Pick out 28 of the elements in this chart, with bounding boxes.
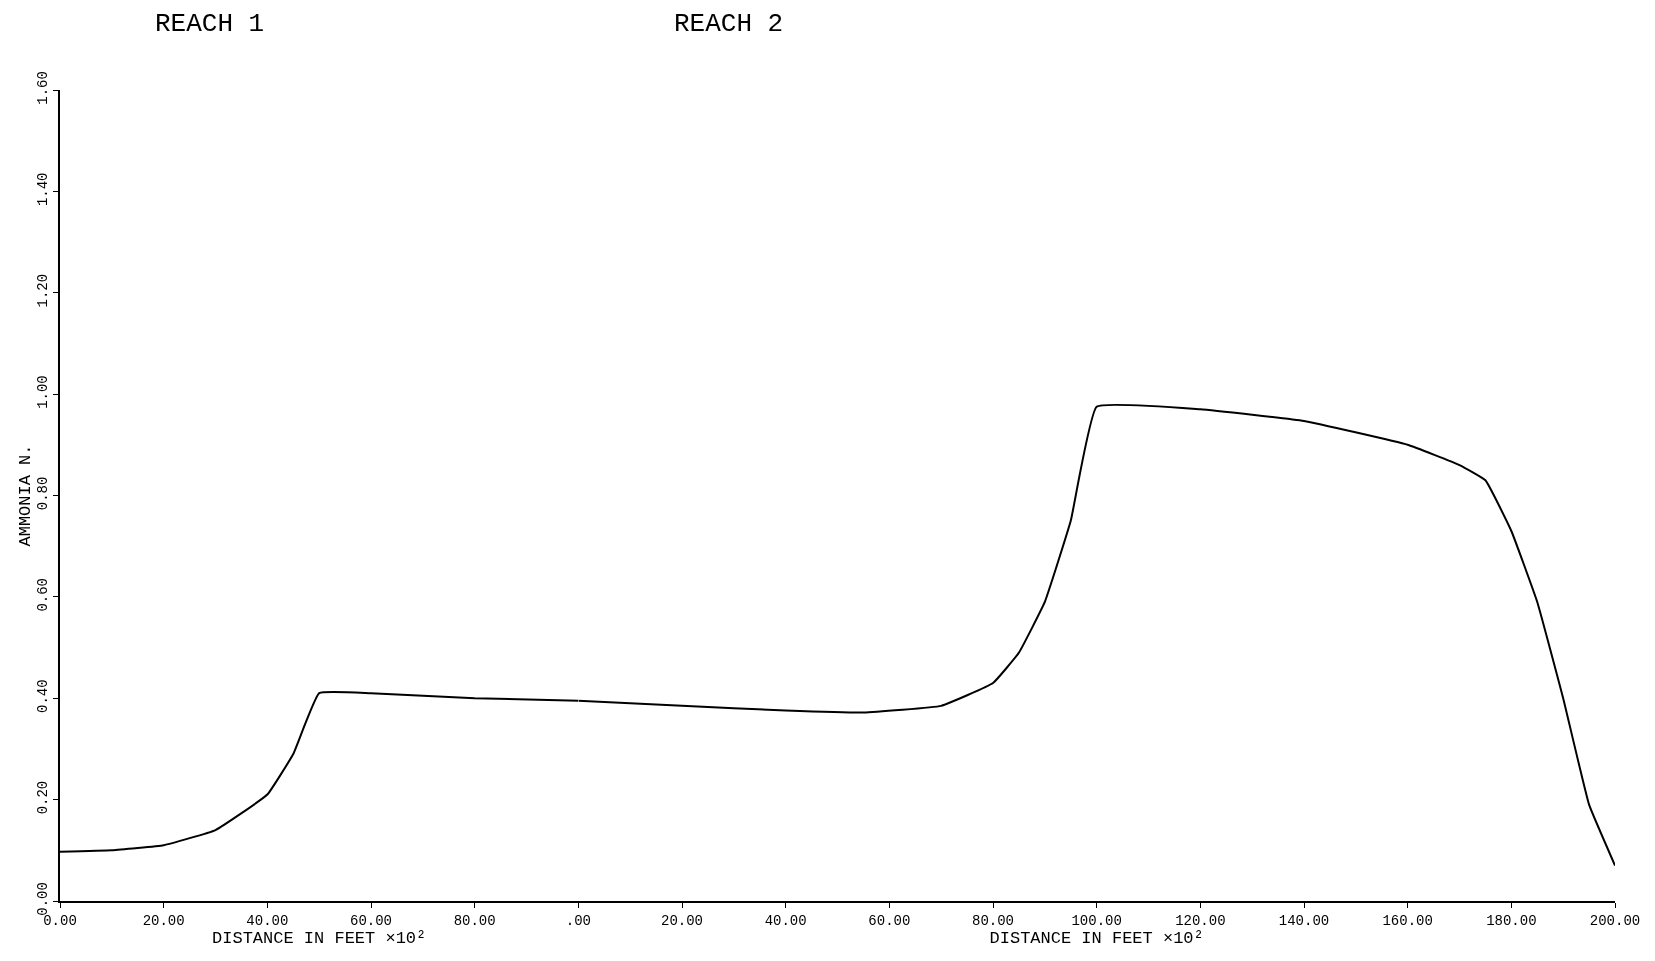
x-tick-label: 20.00 [142, 912, 185, 929]
x-tick-label: 20.00 [661, 912, 704, 929]
x-tick-label: 200.00 [1589, 912, 1641, 929]
x-tick-label: 60.00 [868, 912, 911, 929]
x-tick-label: .00 [565, 912, 591, 929]
x-tick-label: 80.00 [453, 912, 496, 929]
x-axis-title: DISTANCE IN FEET ×10² [212, 928, 427, 948]
x-tick-label: 180.00 [1486, 912, 1537, 929]
x-axis-title: DISTANCE IN FEET ×10² [989, 928, 1204, 948]
y-tick-label: 1.00 [35, 375, 52, 409]
chart-title: REACH 2 [674, 9, 784, 39]
chart-title: REACH 1 [155, 9, 265, 39]
x-tick-label: 140.00 [1278, 912, 1330, 929]
y-axis-title: AMMONIA N. [16, 444, 36, 547]
y-tick-label: 1.60 [35, 71, 52, 105]
y-tick-label: 0.40 [35, 679, 52, 713]
x-tick-label: 160.00 [1382, 912, 1433, 929]
x-tick-label: 40.00 [764, 912, 807, 929]
x-tick-label: 80.00 [972, 912, 1015, 929]
y-tick-label: 1.20 [35, 273, 52, 308]
x-tick-label: 60.00 [349, 912, 393, 929]
y-tick-label: 0.80 [35, 476, 52, 511]
y-tick-label: 1.40 [35, 172, 52, 207]
x-tick-label: 40.00 [246, 912, 289, 929]
y-tick-label: 0.60 [35, 577, 52, 612]
x-tick-label: 120.00 [1175, 912, 1226, 929]
y-tick-label: 0.20 [35, 780, 52, 815]
x-tick-label: 100.00 [1071, 912, 1122, 929]
